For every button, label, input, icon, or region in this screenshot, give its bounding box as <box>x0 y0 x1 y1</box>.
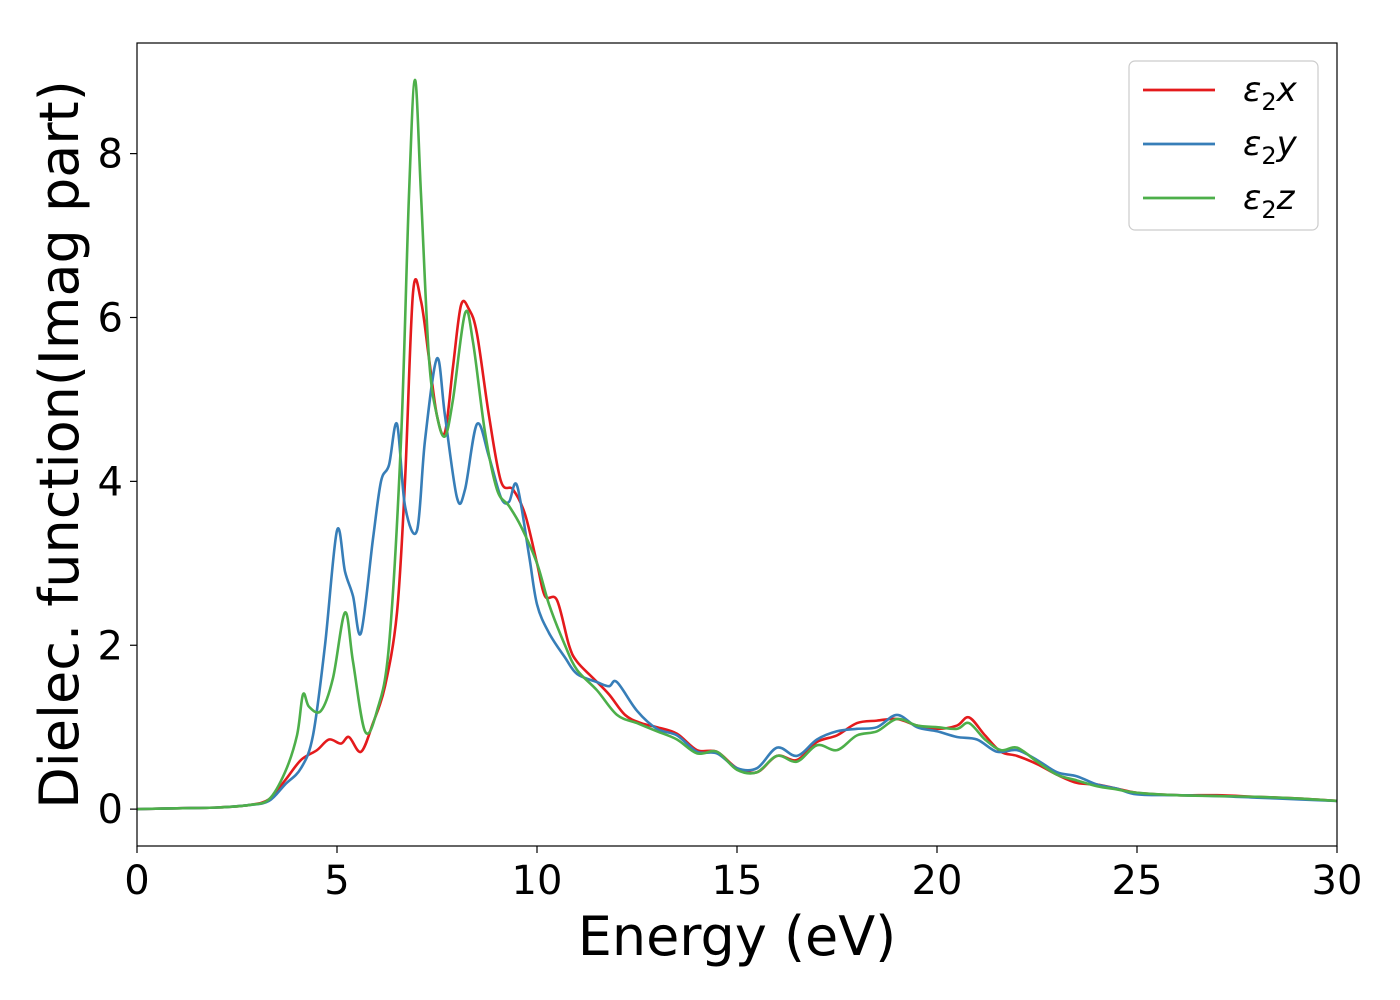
y-axis-title: Dielec. function(Imag part) <box>28 80 91 809</box>
x-tick-label: 0 <box>124 858 149 904</box>
legend-label-z: ε2z <box>1243 178 1296 224</box>
x-tick-label: 20 <box>912 858 963 904</box>
x-tick-label: 15 <box>712 858 763 904</box>
x-tick-label: 5 <box>324 858 349 904</box>
x-axis-ticks: 0 5 10 15 20 25 30 <box>124 846 1362 904</box>
y-tick-label: 6 <box>98 295 123 341</box>
y-tick-label: 8 <box>98 132 123 178</box>
legend-label-y: ε2y <box>1243 124 1298 170</box>
series-line-x <box>137 277 1337 811</box>
x-tick-label: 25 <box>1112 858 1163 904</box>
y-tick-label: 4 <box>98 459 123 505</box>
y-tick-label: 2 <box>98 623 123 669</box>
x-tick-label: 30 <box>1312 858 1363 904</box>
y-axis-ticks: 0 2 4 6 8 <box>98 132 137 833</box>
series-line-z <box>137 78 1337 811</box>
legend-box <box>1128 60 1319 231</box>
legend-label-x: ε2x <box>1243 70 1298 116</box>
series-layer <box>137 78 1337 811</box>
legend: ε2x ε2y ε2z <box>1128 60 1319 231</box>
y-tick-label: 0 <box>98 787 123 833</box>
series-line-y <box>137 357 1337 811</box>
x-tick-label: 10 <box>512 858 563 904</box>
x-axis-title: Energy (eV) <box>578 905 897 968</box>
